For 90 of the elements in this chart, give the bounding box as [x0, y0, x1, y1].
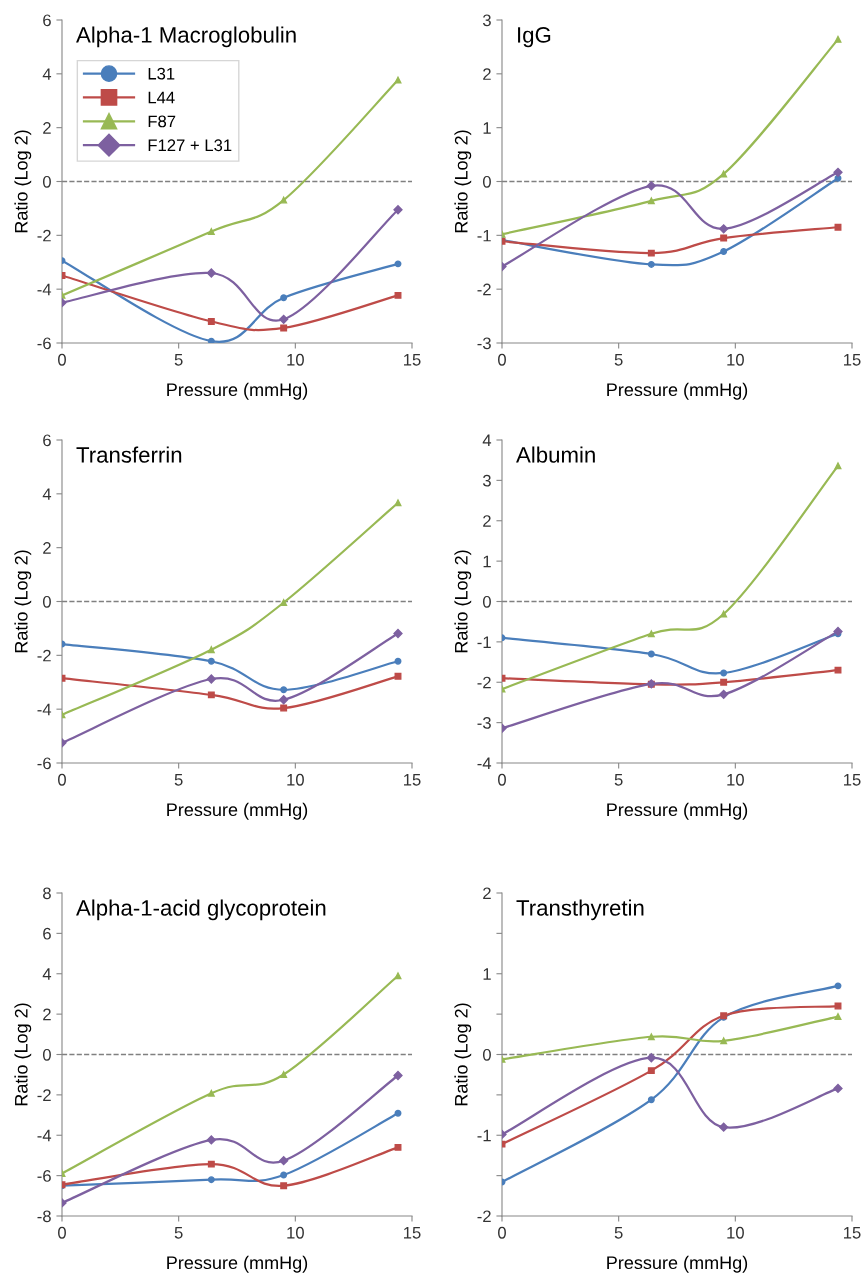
x-tick-label: 10	[287, 353, 304, 366]
legend-label: F87	[148, 115, 176, 128]
x-tick-label: 15	[404, 1227, 421, 1239]
y-tick-label: -4	[37, 703, 52, 716]
y-tick-label: -1	[477, 636, 491, 648]
x-tick-label: 0	[498, 353, 506, 366]
x-tick-label: 15	[844, 1227, 861, 1239]
y-tick-label: 4	[42, 488, 52, 500]
y-tick-label: -2	[477, 1210, 491, 1223]
y-tick-label: -2	[37, 1089, 51, 1101]
y-tick-label: 2	[483, 887, 491, 900]
y-tick-label: -4	[477, 757, 492, 770]
x-axis-title: Pressure (mmHg)	[167, 802, 308, 820]
x-tick-label: 5	[174, 354, 183, 366]
legend-label: L31	[148, 67, 175, 80]
y-tick-label: 4	[42, 68, 52, 80]
x-tick-label: 10	[727, 353, 744, 366]
x-tick-label: 15	[404, 774, 421, 786]
y-tick-label: 3	[482, 14, 491, 27]
y-tick-label: -6	[37, 757, 51, 770]
x-axis-title: Pressure (mmHg)	[167, 382, 308, 400]
x-axis-title: Pressure (mmHg)	[167, 1255, 308, 1273]
y-tick-label: 0	[482, 175, 491, 188]
chart-title: Alpha-1 Macroglobulin	[76, 26, 296, 48]
y-tick-label: 2	[43, 542, 51, 554]
x-axis-title: Pressure (mmHg)	[607, 802, 748, 820]
chart-title: Albumin	[516, 446, 595, 463]
y-tick-label: 0	[482, 1048, 491, 1061]
y-tick-label: -8	[37, 1210, 51, 1223]
y-tick-label: -2	[477, 676, 491, 689]
y-axis-title: Ratio (Log 2)	[14, 130, 32, 233]
y-tick-label: 1	[483, 122, 491, 134]
y-tick-label: 2	[483, 68, 491, 80]
y-tick-label: -3	[477, 337, 491, 350]
y-tick-label: 6	[43, 434, 51, 447]
x-tick-label: 5	[174, 774, 183, 786]
y-tick-label: 1	[483, 555, 491, 568]
legend-label: F127 + L31	[148, 139, 232, 152]
x-axis-title: Pressure (mmHg)	[607, 1255, 748, 1273]
y-tick-label: -4	[37, 1129, 52, 1142]
y-tick-label: 0	[482, 595, 491, 608]
x-tick-label: 0	[498, 1226, 506, 1239]
x-axis-title: Pressure (mmHg)	[607, 382, 748, 400]
x-tick-label: 15	[844, 774, 861, 786]
x-tick-label: 0	[58, 1226, 66, 1239]
y-tick-label: -2	[37, 229, 51, 242]
y-tick-label: -2	[37, 649, 51, 662]
chart-title: Transthyretin	[516, 899, 644, 921]
y-tick-label: -1	[477, 229, 491, 242]
y-tick-label: 2	[483, 515, 491, 527]
x-tick-label: 0	[498, 773, 506, 786]
y-tick-label: -6	[37, 337, 51, 350]
y-tick-label: 6	[43, 14, 51, 27]
y-tick-label: 0	[42, 1048, 51, 1061]
y-tick-label: -3	[477, 717, 491, 729]
chart-title: IgG	[518, 27, 551, 48]
x-tick-label: 10	[727, 773, 744, 786]
y-tick-label: -2	[477, 283, 491, 296]
y-axis-title: Ratio (Log 2)	[14, 550, 32, 653]
x-tick-label: 15	[844, 354, 861, 366]
y-tick-label: -6	[37, 1170, 51, 1182]
y-tick-label: 4	[482, 434, 492, 447]
x-tick-label: 5	[614, 354, 623, 366]
y-tick-label: 0	[42, 175, 51, 188]
x-tick-label: 10	[287, 773, 304, 786]
x-tick-label: 15	[404, 354, 421, 366]
legend-label: L44	[148, 91, 175, 104]
x-tick-label: 10	[287, 1226, 304, 1239]
x-tick-label: 0	[58, 773, 66, 786]
x-tick-label: 5	[174, 1227, 183, 1239]
y-tick-label: 8	[43, 887, 51, 900]
y-tick-label: -4	[37, 283, 52, 296]
x-tick-label: 5	[614, 774, 623, 786]
y-tick-label: -1	[477, 1129, 491, 1142]
x-tick-label: 0	[58, 353, 66, 366]
y-axis-title: Ratio (Log 2)	[454, 550, 472, 653]
y-tick-label: 3	[482, 474, 491, 487]
y-tick-label: 4	[42, 968, 52, 980]
y-tick-label: 0	[42, 595, 51, 608]
y-axis-title: Ratio (Log 2)	[14, 1003, 32, 1106]
y-tick-label: 2	[43, 1008, 51, 1021]
y-axis-title: Ratio (Log 2)	[454, 130, 472, 233]
y-axis-title: Ratio (Log 2)	[454, 1003, 472, 1106]
x-tick-label: 10	[727, 1226, 744, 1239]
y-tick-label: 2	[43, 122, 51, 134]
chart-title: Transferrin	[76, 446, 182, 463]
chart-title: Alpha-1-acid glycoprotein	[76, 899, 326, 921]
y-tick-label: 6	[43, 927, 51, 940]
y-tick-label: 1	[483, 968, 491, 980]
x-tick-label: 5	[614, 1227, 623, 1239]
